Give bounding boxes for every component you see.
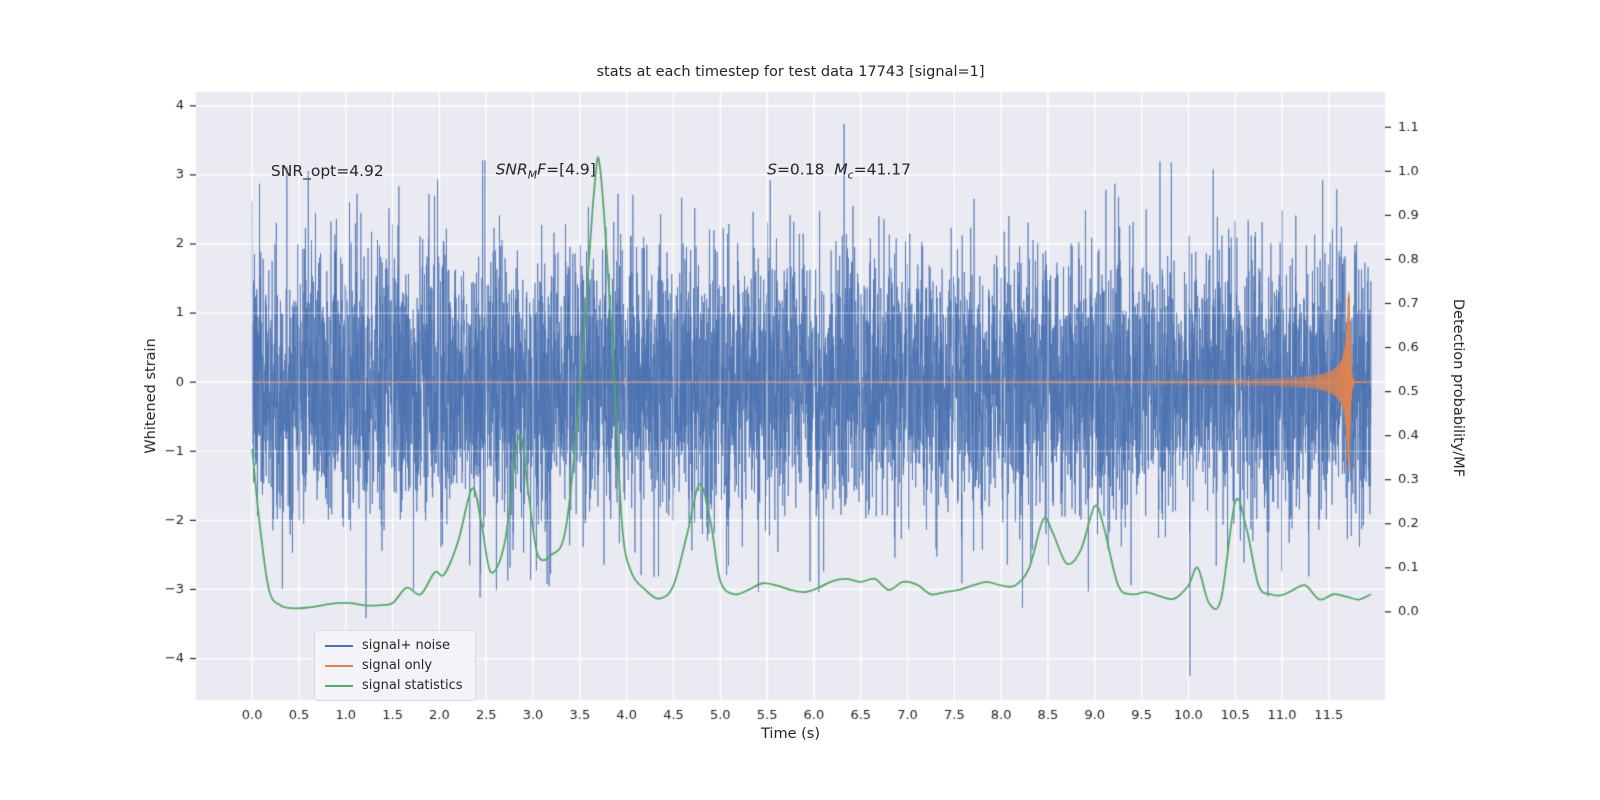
- legend-label-signal-noise: signal+ noise: [362, 638, 451, 653]
- left-axis-label: Whitened strain: [143, 338, 159, 454]
- legend-item-signal-noise: signal+ noise: [325, 638, 463, 653]
- legend-swatch-signal-only: [325, 664, 353, 667]
- x-axis-label: Time (s): [761, 726, 820, 742]
- legend: signal+ noise signal only signal statist…: [314, 630, 476, 701]
- chart-title: stats at each timestep for test data 177…: [596, 64, 985, 80]
- legend-item-signal-only: signal only: [325, 658, 463, 673]
- legend-swatch-signal-statistics: [325, 684, 353, 687]
- legend-label-signal-statistics: signal statistics: [362, 678, 463, 693]
- legend-swatch-signal-noise: [325, 644, 353, 647]
- legend-item-signal-statistics: signal statistics: [325, 678, 463, 693]
- right-axis-label: Detection probability/MF: [1450, 298, 1466, 478]
- legend-label-signal-only: signal only: [362, 658, 433, 673]
